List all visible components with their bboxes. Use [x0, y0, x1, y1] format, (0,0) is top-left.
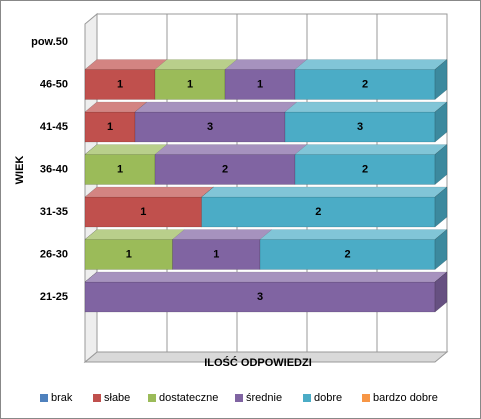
data-label: 1 — [140, 206, 146, 218]
bar-front — [259, 239, 436, 270]
bar-top-shade — [85, 102, 147, 112]
bar-top-shade — [201, 187, 447, 197]
data-label: 1 — [213, 248, 219, 260]
bar-front — [294, 154, 436, 185]
bar-segment: 1 — [84, 144, 168, 185]
bar-front — [84, 196, 202, 228]
legend-label: średnie — [246, 392, 282, 404]
bar-front — [294, 69, 436, 100]
bar-front — [84, 239, 173, 270]
data-label: 3 — [207, 121, 213, 133]
bar-end — [434, 101, 448, 143]
data-label: 3 — [357, 121, 363, 133]
legend-swatch — [303, 394, 311, 402]
bar-end — [434, 228, 448, 271]
bar-top-shade — [260, 229, 447, 240]
x-axis-label: ILOŚĆ ODPOWIEDZI — [204, 356, 312, 369]
bar-segment: 3 — [284, 101, 448, 143]
legend-swatch — [93, 394, 101, 402]
bar-end-shade — [435, 102, 447, 142]
y-axis-label: WIEK — [14, 156, 26, 185]
bar-segment: 1 — [84, 101, 148, 143]
y-tick-label: 46-50 — [40, 78, 68, 90]
bar-top-shade — [285, 102, 447, 112]
legend-label: brak — [51, 392, 73, 404]
y-tick-label: 36-40 — [40, 163, 68, 175]
bar-end-shade — [435, 229, 447, 270]
legend-swatch — [362, 394, 370, 402]
bar-top-shade — [225, 59, 307, 70]
bar-front — [224, 69, 296, 100]
bar-segment: 3 — [134, 101, 298, 143]
bar-top-shade — [85, 272, 447, 282]
y-tick-label: 31-35 — [40, 206, 68, 218]
data-label: 1 — [126, 248, 132, 260]
data-label: 2 — [315, 206, 321, 218]
bar-top-shade — [172, 229, 272, 240]
data-label: 3 — [257, 291, 263, 303]
bar-top-shade — [85, 229, 185, 240]
bar-front — [154, 69, 226, 100]
bar-segment: 2 — [294, 59, 448, 100]
legend-label: dobre — [314, 392, 342, 404]
data-label: 2 — [362, 78, 368, 90]
bar-segment: 1 — [84, 59, 168, 100]
bar-segment: 2 — [259, 229, 448, 270]
bar-segment: 3 — [84, 271, 448, 313]
legend-swatch — [148, 394, 156, 402]
legend-swatch — [235, 394, 243, 402]
bar-top-shade — [295, 59, 447, 70]
legend-label: dostateczne — [159, 392, 218, 404]
data-label: 2 — [344, 248, 350, 260]
bar-segment: 1 — [224, 59, 308, 100]
bar-top-shade — [85, 59, 167, 70]
bar-segment: 2 — [200, 186, 448, 228]
data-label: 2 — [222, 163, 228, 175]
bar-front — [84, 69, 156, 100]
bar-front — [84, 154, 156, 185]
y-tick-label: pow.50 — [31, 36, 68, 48]
bars: pow.50 46-50 1 1 1 2 41-45 1 3 3 36-40 1 2 2 31-35 1 2 26… — [31, 36, 448, 313]
bar-segment: 2 — [154, 144, 308, 185]
bar-top-shade — [155, 144, 307, 155]
data-label: 1 — [117, 78, 123, 90]
bar-front — [84, 281, 436, 313]
bar-end — [434, 186, 448, 228]
bar-front — [172, 239, 261, 270]
legend-label: słabe — [104, 392, 130, 404]
bar-front — [134, 111, 286, 143]
y-tick-label: 21-25 — [40, 291, 68, 303]
bar-top-shade — [85, 187, 214, 197]
bar-segment: 1 — [84, 229, 186, 270]
bar-front — [154, 154, 296, 185]
data-label: 1 — [107, 121, 113, 133]
bar-top-shade — [85, 144, 167, 155]
bar-end — [434, 271, 448, 313]
bar-end — [434, 143, 448, 186]
legend: brak słabe dostateczne średnie dobre bardzo d… — [40, 392, 438, 404]
legend-label: bardzo dobre — [373, 392, 438, 404]
bar-segment: 1 — [154, 59, 238, 100]
bar-end-shade — [435, 144, 447, 185]
data-label: 1 — [187, 78, 193, 90]
bar-top-shade — [155, 59, 237, 70]
bar-segment: 2 — [294, 144, 448, 185]
bar-segment: 1 — [171, 229, 273, 270]
bar-top-shade — [295, 144, 447, 155]
bar-end — [434, 58, 448, 101]
bar-front — [284, 111, 436, 143]
bar-segment: 1 — [84, 186, 215, 228]
bar-front — [201, 196, 436, 228]
bar-end-shade — [435, 59, 447, 100]
data-label: 2 — [362, 163, 368, 175]
legend-swatch — [40, 394, 48, 402]
data-label: 1 — [117, 163, 123, 175]
bar-end-shade — [435, 272, 447, 312]
y-tick-label: 41-45 — [40, 121, 68, 133]
bar-end-shade — [435, 187, 447, 227]
y-tick-label: 26-30 — [40, 248, 68, 260]
bar-top-shade — [135, 102, 297, 112]
data-label: 1 — [257, 78, 263, 90]
